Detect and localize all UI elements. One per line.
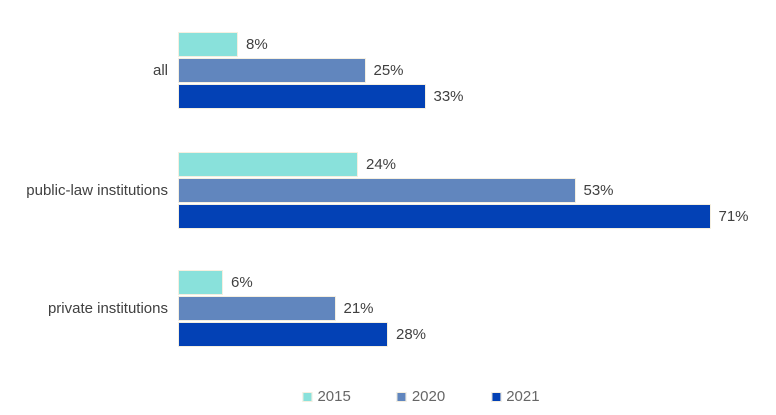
bar-row-2015: 6% <box>178 270 253 295</box>
legend-item-2020: 2020 <box>396 388 446 405</box>
bar-row-2021: 28% <box>178 322 426 347</box>
value-label: 6% <box>231 274 253 291</box>
value-label: 8% <box>246 36 268 53</box>
bar-2020 <box>178 58 366 83</box>
value-label: 25% <box>373 62 404 79</box>
legend-item-2021: 2021 <box>491 388 540 405</box>
bar-row-2021: 33% <box>178 84 464 109</box>
legend-label-2020: 2020 <box>411 388 446 405</box>
value-label: 28% <box>396 326 427 343</box>
bar-2021 <box>178 84 426 109</box>
bar-row-2020: 21% <box>178 296 374 321</box>
legend-swatch-2021 <box>491 391 502 402</box>
bar-2015 <box>178 270 223 295</box>
bar-2020 <box>178 296 336 321</box>
legend-swatch-2020 <box>396 391 407 402</box>
legend-label-2015: 2015 <box>317 388 351 405</box>
bar-2020 <box>178 178 576 203</box>
legend-swatch-2015 <box>302 391 313 402</box>
bar-row-2021: 71% <box>178 204 749 229</box>
value-label: 71% <box>718 208 749 225</box>
legend-item-2015: 2015 <box>302 388 351 405</box>
bar-2015 <box>178 152 358 177</box>
category-label: public-law institutions <box>26 182 168 199</box>
legend: 2015 2020 2021 <box>302 388 540 405</box>
bar-2021 <box>178 322 388 347</box>
bar-2021 <box>178 204 711 229</box>
value-label: 24% <box>366 156 397 173</box>
value-label: 21% <box>343 300 374 317</box>
value-label: 53% <box>583 182 614 199</box>
value-label: 33% <box>433 88 464 105</box>
bar-row-2020: 53% <box>178 178 614 203</box>
bar-row-2015: 8% <box>178 32 268 57</box>
category-label: private institutions <box>47 300 168 317</box>
legend-label-2021: 2021 <box>506 388 540 405</box>
category-label: all <box>152 62 168 79</box>
bar-row-2020: 25% <box>178 58 404 83</box>
bar-2015 <box>178 32 238 57</box>
bar-row-2015: 24% <box>178 152 396 177</box>
